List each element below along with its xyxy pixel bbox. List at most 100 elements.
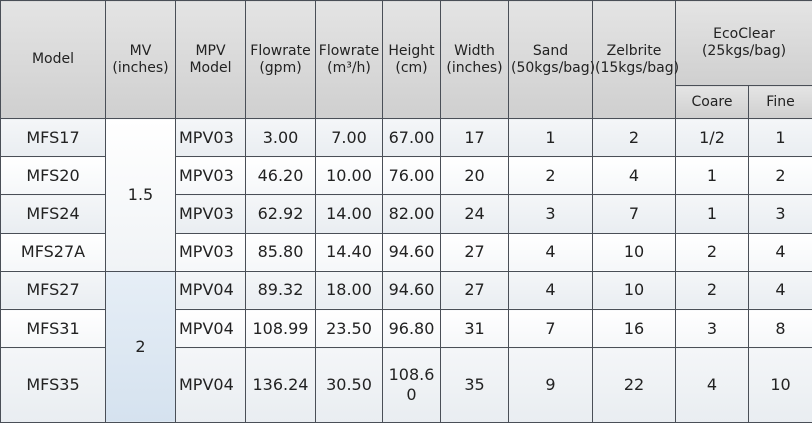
value-cell: 10.00 <box>315 156 383 196</box>
value-cell: 3 <box>508 194 593 234</box>
value-cell: 7 <box>592 194 676 234</box>
header-cell: Flowrate (gpm) <box>245 0 316 119</box>
data-row: MFS17 1.5 MPV03 3.00 7.00 67.00 17 1 2 1/2 1 <box>0 117 812 272</box>
header-text: Height <box>388 42 435 59</box>
header-text: (cm) <box>395 59 428 76</box>
value-cell: 2 <box>508 156 593 196</box>
data-row: MFS27A MPV03 85.80 14.40 94.60 27 4 10 2 4 <box>0 232 812 272</box>
model-cell: MFS27 <box>0 270 106 311</box>
value-cell: 108.99 <box>245 309 316 349</box>
value-cell: MPV03 <box>175 194 246 234</box>
header-cell: Zelbrite (15kgs/bag) <box>592 0 680 119</box>
value-cell: 7 <box>508 309 593 349</box>
data-row: MFS24 MPV03 62.92 14.00 82.00 24 3 7 1 3 <box>0 194 812 234</box>
value-cell: 62.92 <box>245 194 316 234</box>
header-text: Zelbrite <box>606 42 662 59</box>
header-text: Flowrate <box>318 42 380 59</box>
header-text: (25kgs/bag) <box>701 43 787 59</box>
value-cell: 2 <box>675 232 749 272</box>
value-cell: 9 <box>508 347 593 423</box>
header-text: (50kgs/bag) <box>511 59 596 76</box>
model-cell: MFS17 <box>0 117 106 158</box>
value-cell: MPV04 <box>175 270 246 311</box>
value-cell: 136.24 <box>245 347 316 423</box>
value-cell: 35 <box>440 347 509 423</box>
model-cell: MFS20 <box>0 156 106 196</box>
value-cell: 1 <box>675 194 749 234</box>
header-cell: Flowrate (m³/h) <box>315 0 383 119</box>
table-head: Model MV (inches) MPV Model Flowrate (gpm) Flow… <box>0 0 812 119</box>
subheader-cell: Coare <box>675 85 749 119</box>
value-cell: 89.32 <box>245 270 316 311</box>
value-cell: 10 <box>592 232 676 272</box>
header-text: MPV <box>195 42 226 59</box>
value-cell: 3 <box>747 194 812 234</box>
subheader-cell: Fine <box>747 85 812 119</box>
value-cell: 108.60 <box>382 347 441 423</box>
value-cell: 30.50 <box>315 347 383 423</box>
value-cell: 7.00 <box>315 117 383 158</box>
value-cell: 76.00 <box>382 156 441 196</box>
value-cell: 24 <box>440 194 509 234</box>
value-cell: 2 <box>675 270 749 311</box>
header-cell: MPV Model <box>175 0 246 119</box>
value-cell: 14.00 <box>315 194 383 234</box>
model-cell: MFS31 <box>0 309 106 349</box>
value-cell: 94.60 <box>382 270 441 311</box>
value-cell: MPV04 <box>175 347 246 423</box>
header-cell: EcoClear (25kgs/bag) <box>674 0 812 86</box>
value-cell: 10 <box>747 347 812 423</box>
value-cell: MPV04 <box>175 309 246 349</box>
header-cell: MV (inches) <box>105 0 176 119</box>
value-cell: 31 <box>440 309 509 349</box>
header-cell: Sand (50kgs/bag) <box>508 0 596 119</box>
value-cell: 20 <box>440 156 509 196</box>
value-cell: MPV03 <box>175 156 246 196</box>
table-body: MFS17 1.5 MPV03 3.00 7.00 67.00 17 1 2 1/2 1 MFS20 M… <box>0 117 812 423</box>
header-text: MV <box>129 42 152 59</box>
value-cell: 17 <box>440 117 509 158</box>
header-text: Model <box>189 59 232 76</box>
value-cell: 23.50 <box>315 309 383 349</box>
header-text: Width <box>454 42 495 59</box>
header-text: Flowrate <box>250 42 311 59</box>
header-text: (m³/h) <box>327 59 371 76</box>
value-cell: 46.20 <box>245 156 316 196</box>
value-cell: 1 <box>747 117 812 158</box>
data-row: MFS35 MPV04 136.24 30.50 108.60 35 9 22 4 10 <box>0 347 812 423</box>
value-cell: 4 <box>508 270 593 311</box>
value-cell: 4 <box>747 270 812 311</box>
data-row: MFS27 2 MPV04 89.32 18.00 94.60 27 4 10 2 4 <box>0 270 812 423</box>
header-text: (gpm) <box>259 59 302 76</box>
mv-cell: 2 <box>105 270 176 423</box>
value-cell: 2 <box>747 156 812 196</box>
model-cell: MFS35 <box>0 347 106 423</box>
value-cell: 22 <box>592 347 676 423</box>
value-cell: 1/2 <box>675 117 749 158</box>
header-text: (inches) <box>112 59 169 76</box>
header-text: Model <box>31 51 75 67</box>
header-text: (15kgs/bag) <box>595 59 680 76</box>
value-cell: 2 <box>592 117 676 158</box>
value-cell: 8 <box>747 309 812 349</box>
header-cell: Height (cm) <box>382 0 441 119</box>
header-row: Model MV (inches) MPV Model Flowrate (gpm) Flow… <box>0 0 812 119</box>
value-cell: 27 <box>440 232 509 272</box>
value-cell: 85.80 <box>245 232 316 272</box>
value-cell: 3 <box>675 309 749 349</box>
mv-cell: 1.5 <box>105 118 176 272</box>
value-cell: 1 <box>508 117 593 158</box>
header-cell: Model <box>0 0 106 119</box>
value-cell: 10 <box>592 270 676 311</box>
header-text: Sand <box>532 42 569 59</box>
header-cell: Width (inches) <box>440 0 509 119</box>
value-cell: 3.00 <box>245 117 316 158</box>
data-row: MFS31 MPV04 108.99 23.50 96.80 31 7 16 3 8 <box>0 309 812 349</box>
value-cell: 4 <box>747 232 812 272</box>
value-cell: 18.00 <box>315 270 383 311</box>
header-text: EcoClear <box>713 26 775 42</box>
header-text: (inches) <box>446 59 503 76</box>
value-cell: 14.40 <box>315 232 383 272</box>
value-cell: 67.00 <box>382 117 441 158</box>
